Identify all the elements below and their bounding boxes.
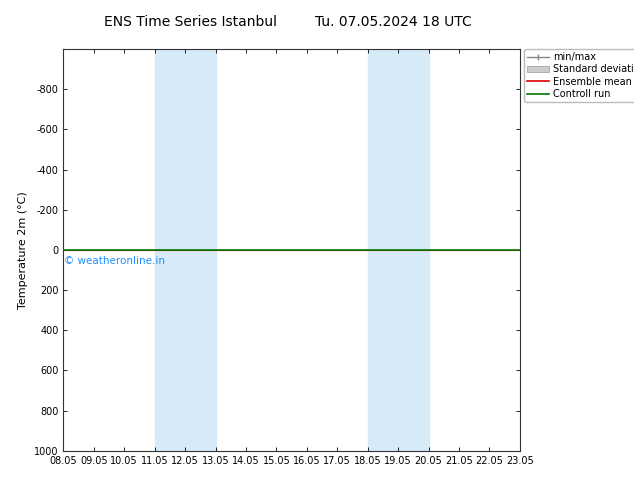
- Legend: min/max, Standard deviation, Ensemble mean run, Controll run: min/max, Standard deviation, Ensemble me…: [524, 49, 634, 102]
- Text: Tu. 07.05.2024 18 UTC: Tu. 07.05.2024 18 UTC: [314, 15, 472, 29]
- Bar: [368, 49, 429, 451]
- Text: © weatheronline.in: © weatheronline.in: [64, 256, 165, 266]
- Text: ENS Time Series Istanbul: ENS Time Series Istanbul: [104, 15, 276, 29]
- Y-axis label: Temperature 2m (°C): Temperature 2m (°C): [18, 191, 29, 309]
- Bar: [155, 49, 216, 451]
